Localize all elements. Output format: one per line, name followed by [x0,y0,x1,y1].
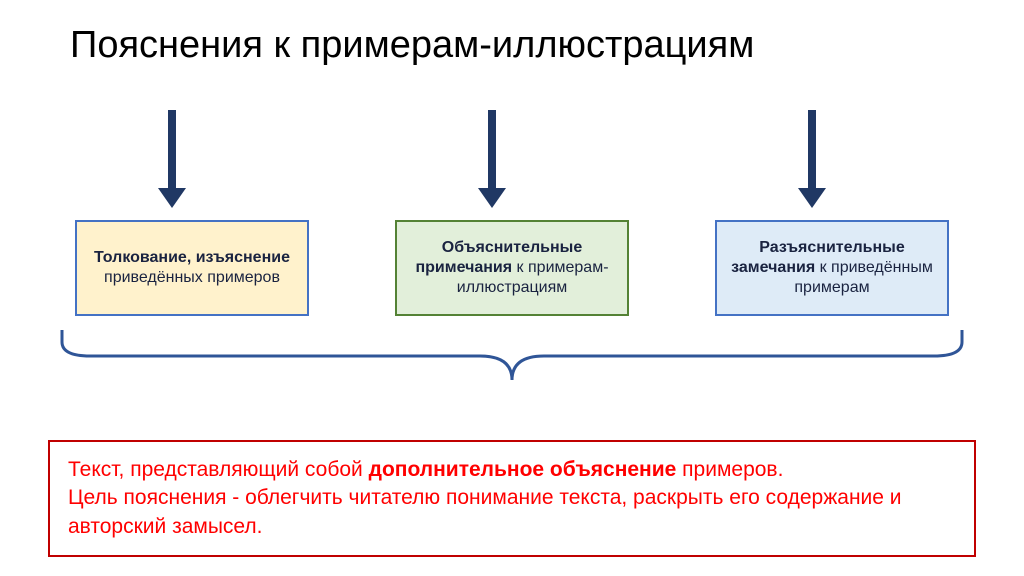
arrow-shaft [168,110,176,188]
arrow-shaft [488,110,496,188]
arrow-shaft [808,110,816,188]
concept-box-3: Разъяснительные замечания к приведённым … [715,220,949,316]
arrow-head-icon [798,188,826,208]
arrow-head-icon [158,188,186,208]
box-text: Объяснительные примечания к примерам-илл… [407,238,617,298]
box-text: Разъяснительные замечания к приведённым … [727,238,937,298]
explanation-box: Текст, представляющий собой дополнительн… [48,440,976,557]
box-text: Толкование, изъяснение приведённых приме… [87,248,297,288]
arrow-3 [792,110,832,208]
concept-box-2: Объяснительные примечания к примерам-илл… [395,220,629,316]
concept-box-1: Толкование, изъяснение приведённых приме… [75,220,309,316]
curly-bracket-icon [60,330,964,390]
arrow-head-icon [478,188,506,208]
explanation-text: Текст, представляющий собой дополнительн… [68,458,902,538]
slide-title: Пояснения к примерам-иллюстрациям [70,24,954,67]
arrow-1 [152,110,192,208]
arrow-2 [472,110,512,208]
